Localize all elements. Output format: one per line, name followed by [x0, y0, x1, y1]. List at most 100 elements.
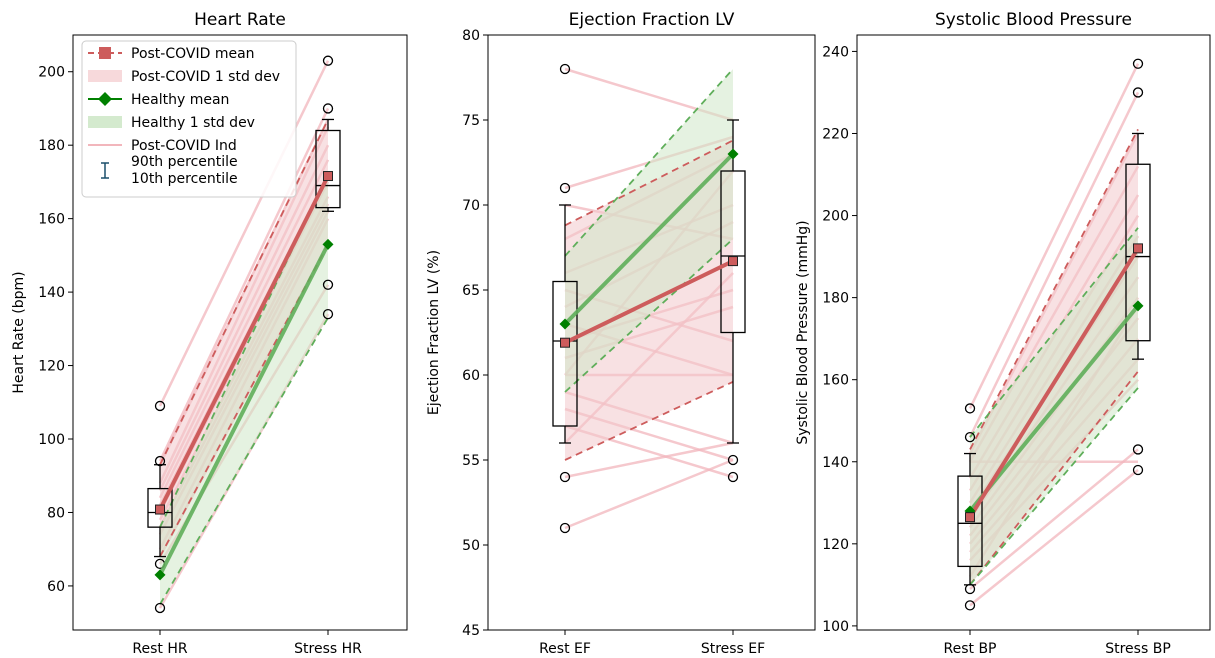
legend-healthy-std-swatch	[88, 116, 122, 128]
outlier-point	[964, 600, 976, 611]
y-tick-label: 60	[47, 579, 65, 595]
stress-box	[1125, 58, 1151, 476]
outlier-point	[322, 103, 334, 114]
post-covid-std-upper-line	[159, 119, 329, 466]
y-tick-label: 160	[38, 212, 65, 228]
outlier-point	[964, 431, 976, 443]
healthy-std-band	[160, 174, 328, 605]
legend-label: Healthy mean	[131, 92, 229, 108]
post-covid-std-upper-line	[564, 139, 734, 227]
y-tick-label: 80	[47, 505, 65, 521]
post-covid-std-lower-line	[564, 380, 734, 461]
x-tick-label: Stress EF	[701, 641, 765, 657]
y-tick-label: 240	[822, 44, 849, 60]
y-tick-label: 45	[462, 623, 480, 639]
healthy-mean-marker	[727, 148, 739, 160]
post-covid-mean-marker	[965, 512, 975, 523]
outlier-point	[559, 182, 571, 194]
outlier-point	[154, 455, 166, 467]
box-iqr	[957, 475, 983, 568]
y-tick-label: 100	[38, 432, 65, 448]
y-tick-label: 100	[822, 619, 849, 635]
healthy-mean-line	[563, 152, 735, 326]
healthy-std-lower-line	[564, 238, 734, 393]
y-tick-label: 200	[822, 209, 849, 225]
outlier-point	[1132, 444, 1144, 455]
individual-line	[158, 107, 330, 462]
outlier-point	[154, 602, 166, 614]
legend-label: 10th percentile	[131, 171, 238, 187]
individual-line	[969, 448, 1139, 590]
y-tick-label: 55	[462, 453, 480, 469]
stress-box	[720, 119, 746, 483]
healthy-mean-line	[968, 304, 1140, 513]
healthy-mean-line	[158, 243, 330, 576]
healthy-std-upper-line	[969, 227, 1139, 438]
axes-frame	[856, 34, 1211, 631]
outlier-point	[322, 279, 334, 290]
post-covid-mean-line	[564, 259, 734, 345]
x-tick-label: Rest BP	[944, 641, 997, 657]
outlier-point	[1132, 58, 1144, 69]
outlier-point	[559, 63, 571, 75]
y-tick-label: 160	[822, 373, 849, 389]
legend-frame	[81, 40, 297, 198]
stress-box	[315, 55, 341, 320]
chart-title: Systolic Blood Pressure	[935, 10, 1132, 30]
chart-title: Ejection Fraction LV	[569, 10, 735, 30]
y-tick-label: 200	[38, 65, 65, 81]
box-iqr	[552, 280, 578, 427]
healthy-mean-marker	[154, 569, 166, 581]
legend-label: Healthy 1 std dev	[131, 115, 255, 131]
post-covid-mean-marker	[728, 256, 738, 267]
y-tick-label: 60	[462, 368, 480, 384]
healthy-mean-marker	[322, 238, 334, 250]
healthy-std-band	[565, 69, 733, 392]
box-iqr	[315, 129, 341, 209]
legend-label: Post-COVID mean	[131, 46, 255, 62]
y-tick-label: 140	[822, 455, 849, 471]
axes-frame	[72, 34, 408, 631]
y-axis-label: Ejection Fraction LV (%)	[426, 250, 442, 415]
x-tick-label: Stress BP	[1105, 641, 1171, 657]
post-covid-mean-marker	[1133, 243, 1143, 254]
outlier-point	[727, 471, 739, 483]
box-iqr	[1125, 163, 1151, 342]
healthy-std-lower-line	[159, 317, 329, 605]
y-axis-label: Heart Rate (bpm)	[11, 271, 27, 393]
legend-label: Post-COVID Ind	[131, 138, 237, 154]
y-tick-label: 80	[462, 28, 480, 44]
legend-post-covid-std-swatch	[88, 70, 122, 82]
outlier-point	[964, 583, 976, 595]
healthy-mean-marker	[1132, 300, 1144, 312]
y-tick-label: 120	[822, 537, 849, 553]
individual-line	[969, 468, 1139, 607]
box-iqr	[720, 170, 746, 334]
panel-2: 45 50 55 60 65 70 75 80 Rest EF Stress EF Ejection…	[426, 10, 816, 657]
healthy-mean-marker	[559, 318, 571, 330]
post-covid-mean-line	[158, 175, 330, 511]
post-covid-std-upper-line	[969, 128, 1139, 450]
y-tick-label: 140	[38, 285, 65, 301]
y-tick-label: 180	[822, 291, 849, 307]
individual-line	[968, 91, 1140, 438]
x-tick-label: Rest EF	[539, 641, 591, 657]
box-iqr	[147, 487, 173, 528]
axes-frame	[487, 34, 816, 631]
y-tick-label: 75	[462, 113, 480, 129]
outlier-point	[1132, 464, 1144, 476]
individual-line	[564, 458, 734, 530]
post-covid-std-lower-line	[969, 370, 1139, 586]
individual-line	[158, 60, 330, 407]
individual-line	[564, 441, 734, 479]
panel-3: 100 120 140 160 180 200 220 240 Rest BP Stress BP…	[795, 10, 1211, 657]
outlier-point	[559, 471, 571, 483]
y-tick-label: 180	[38, 138, 65, 154]
healthy-std-upper-line	[564, 68, 734, 257]
legend: Post-COVID mean Post-COVID 1 std dev Healt…	[81, 40, 297, 198]
legend-label: Post-COVID 1 std dev	[131, 69, 280, 85]
y-tick-label: 50	[462, 538, 480, 554]
y-tick-label: 220	[822, 126, 849, 142]
y-tick-label: 70	[462, 198, 480, 214]
